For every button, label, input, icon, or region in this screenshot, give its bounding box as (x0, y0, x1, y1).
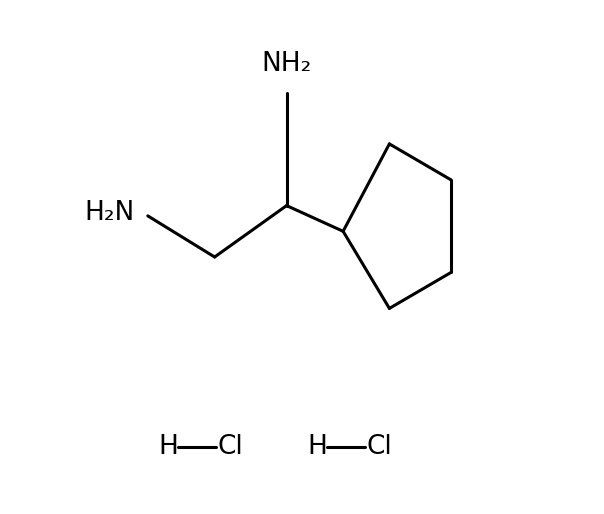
Text: NH₂: NH₂ (262, 51, 312, 77)
Text: H₂N: H₂N (85, 200, 135, 226)
Text: H: H (158, 434, 178, 460)
Text: Cl: Cl (366, 434, 392, 460)
Text: H: H (307, 434, 327, 460)
Text: Cl: Cl (217, 434, 243, 460)
